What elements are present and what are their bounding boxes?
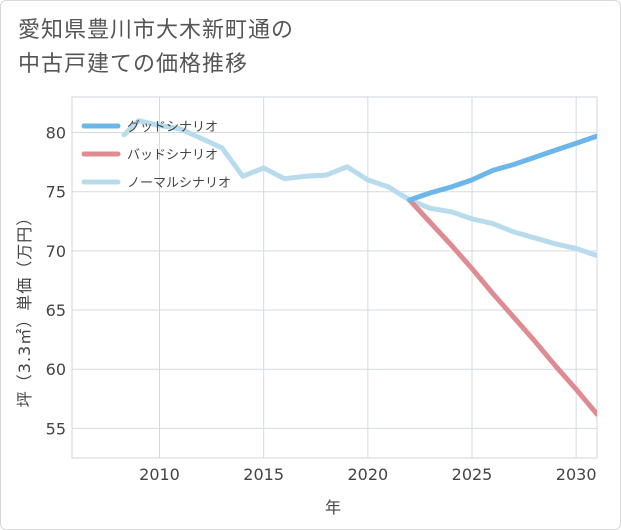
title-line-2: 中古戸建ての価格推移 bbox=[18, 52, 249, 77]
plot-area bbox=[71, 96, 598, 459]
series-layer bbox=[121, 118, 597, 417]
x-axis-title: 年 bbox=[325, 498, 341, 517]
tick-labels: 2010 2015 2020 2025 2030 55 60 65 70 75 80 bbox=[46, 124, 597, 484]
x-tick-label: 2015 bbox=[243, 465, 284, 484]
y-tick-label: 75 bbox=[46, 183, 66, 202]
y-axis-title: 坪（3.3㎡）単価（万円） bbox=[15, 209, 34, 407]
y-tick-label: 55 bbox=[46, 419, 66, 438]
legend-label: ノーマルシナリオ bbox=[127, 176, 231, 191]
y-tick-label: 80 bbox=[46, 124, 66, 143]
series-line-2 bbox=[121, 118, 597, 259]
y-tick-label: 65 bbox=[46, 301, 66, 320]
x-tick-label: 2025 bbox=[452, 465, 493, 484]
page-title: 愛知県豊川市大木新町通の 中古戸建ての価格推移 bbox=[18, 14, 294, 82]
y-tick-label: 60 bbox=[46, 360, 66, 379]
legend-label: グッドシナリオ bbox=[127, 120, 218, 135]
x-tick-label: 2010 bbox=[139, 465, 180, 484]
y-tick-label: 70 bbox=[46, 242, 66, 261]
title-line-1: 愛知県豊川市大木新町通の bbox=[18, 18, 295, 43]
series-line-1 bbox=[407, 197, 597, 417]
series-line-0 bbox=[407, 133, 597, 203]
x-tick-label: 2030 bbox=[556, 465, 597, 484]
x-tick-label: 2020 bbox=[347, 465, 388, 484]
legend-label: バッドシナリオ bbox=[127, 148, 218, 163]
